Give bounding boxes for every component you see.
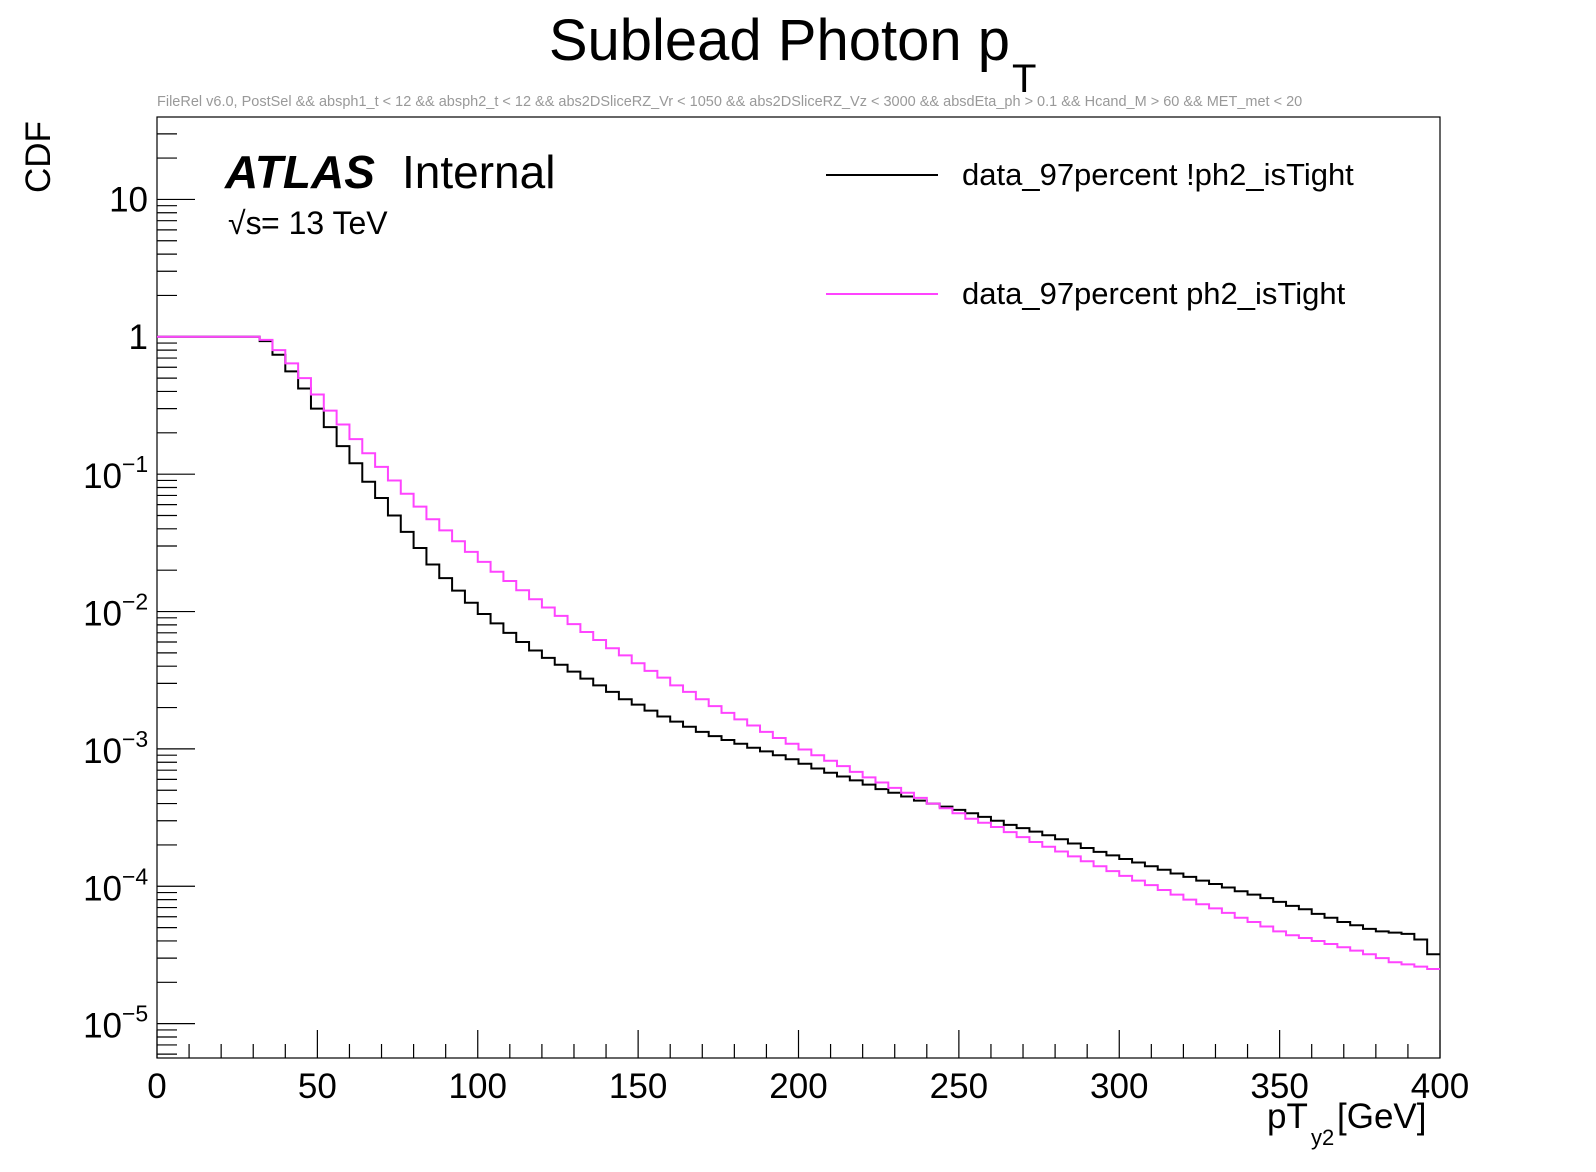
x-axis-label-unit: [GeV] xyxy=(1337,1097,1426,1136)
energy-label: = 13 TeV xyxy=(261,205,388,241)
y-tick-label-base: 10 xyxy=(83,457,122,496)
x-tick-label: 0 xyxy=(147,1067,166,1106)
y-tick-label: 1 xyxy=(129,318,148,357)
y-tick-label: 10 −4 xyxy=(83,863,148,908)
atlas-label: ATLAS xyxy=(224,146,375,198)
legend-label-series-1: data_97percent ph2_isTight xyxy=(962,276,1346,311)
legend-label-series-0: data_97percent !ph2_isTight xyxy=(962,157,1354,192)
series-layer xyxy=(157,335,1440,970)
x-axis-label-main: pT xyxy=(1267,1097,1308,1136)
internal-label: Internal xyxy=(402,146,555,198)
y-tick-label: 10 −2 xyxy=(83,589,148,634)
y-tick-label-exponent: −2 xyxy=(122,589,148,615)
x-axis-label: pT y2 [GeV] xyxy=(1267,1097,1426,1150)
y-tick-label: 10 xyxy=(109,180,148,219)
y-tick-label-base: 1 xyxy=(129,318,148,357)
x-tick-label: 100 xyxy=(449,1067,507,1106)
x-tick-label: 300 xyxy=(1090,1067,1148,1106)
y-tick-label: 10 −5 xyxy=(83,1001,148,1046)
chart-title: Sublead Photon p xyxy=(549,8,1010,73)
legend: data_97percent !ph2_isTight data_97perce… xyxy=(826,157,1354,311)
x-tick-label: 400 xyxy=(1411,1067,1469,1106)
y-tick-label-base: 10 xyxy=(83,869,122,908)
series-0-line xyxy=(157,335,1440,956)
y-tick-label-exponent: −4 xyxy=(122,863,148,889)
y-tick-label-exponent: −1 xyxy=(122,451,148,477)
y-tick-label: 10 −1 xyxy=(83,451,148,496)
chart-title-subscript: T xyxy=(1012,57,1036,101)
chart-subtitle: FileRel v6.0, PostSel && absph1_t < 12 &… xyxy=(157,94,1302,110)
x-tick-label: 200 xyxy=(769,1067,827,1106)
y-axis-ticks xyxy=(157,133,195,1055)
energy-sqrt: √s xyxy=(228,205,262,241)
x-tick-label: 250 xyxy=(930,1067,988,1106)
y-tick-label-base: 10 xyxy=(83,732,122,771)
y-tick-label-base: 10 xyxy=(109,180,148,219)
x-tick-label: 150 xyxy=(609,1067,667,1106)
x-tick-label: 350 xyxy=(1250,1067,1308,1106)
y-tick-label-exponent: −3 xyxy=(122,726,148,752)
y-tick-label-base: 10 xyxy=(83,595,122,634)
y-tick-label-base: 10 xyxy=(83,1007,122,1046)
y-tick-label-exponent: −5 xyxy=(122,1001,148,1027)
series-1-line xyxy=(157,335,1440,970)
y-tick-label: 10 −3 xyxy=(83,726,148,771)
x-axis-tick-labels: 0 50 100 150 200 250 300 350 400 xyxy=(147,1067,1469,1106)
x-axis-ticks xyxy=(156,1030,1441,1058)
x-tick-label: 50 xyxy=(298,1067,337,1106)
y-axis-label: CDF xyxy=(19,121,58,193)
x-axis-label-subscript: y2 xyxy=(1311,1125,1334,1150)
